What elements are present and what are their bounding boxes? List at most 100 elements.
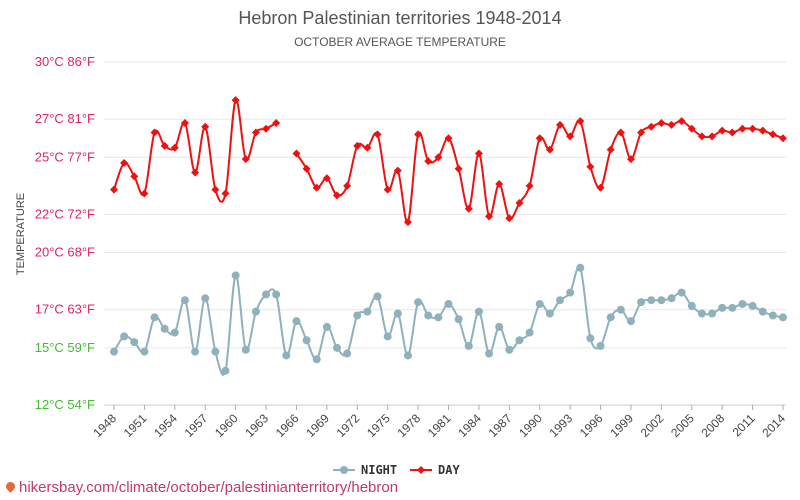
night-point[interactable] [221,366,230,375]
day-point[interactable] [110,185,118,194]
day-point[interactable] [333,191,341,200]
day-point[interactable] [383,185,392,194]
source-footer[interactable]: hikersbay.com/climate/october/palestinia… [4,479,398,496]
day-point[interactable] [708,132,717,141]
day-point[interactable] [718,126,727,135]
day-point[interactable] [647,122,656,131]
day-point[interactable] [687,124,696,133]
night-point[interactable] [231,271,240,280]
day-point[interactable] [170,143,179,152]
night-point[interactable] [312,355,321,364]
night-point[interactable] [626,317,635,326]
night-point[interactable] [576,263,585,272]
night-point[interactable] [403,351,412,360]
night-point[interactable] [687,301,696,310]
night-point[interactable] [728,303,737,312]
night-point[interactable] [170,328,179,337]
night-point[interactable] [758,307,767,316]
day-point[interactable] [535,134,544,143]
day-point[interactable] [606,145,615,154]
day-point[interactable] [241,155,250,164]
day-point[interactable] [637,128,646,137]
day-point[interactable] [150,128,159,137]
day-point[interactable] [414,130,423,139]
day-point[interactable] [292,149,301,158]
night-point[interactable] [201,294,210,303]
night-point[interactable] [464,341,473,350]
night-point[interactable] [454,315,463,324]
night-point[interactable] [140,347,149,356]
day-point[interactable] [221,189,230,198]
day-point[interactable] [201,122,210,131]
day-point[interactable] [758,126,767,135]
night-point[interactable] [393,309,402,318]
day-point[interactable] [180,118,189,127]
night-point[interactable] [748,301,757,310]
day-point[interactable] [353,141,362,150]
night-point[interactable] [191,347,200,356]
night-point[interactable] [262,290,271,299]
night-point[interactable] [768,311,777,320]
legend-item-night[interactable]: NIGHT [333,463,397,477]
night-point[interactable] [424,311,433,320]
day-point[interactable] [697,132,706,141]
day-point[interactable] [343,181,352,190]
day-point[interactable] [262,124,271,133]
night-point[interactable] [495,322,504,331]
night-point[interactable] [637,298,646,307]
night-point[interactable] [677,288,686,297]
night-point[interactable] [474,307,483,316]
night-point[interactable] [343,349,352,358]
day-point[interactable] [566,132,575,141]
day-point[interactable] [444,134,453,143]
day-point[interactable] [302,164,311,173]
day-point[interactable] [322,174,331,183]
day-point[interactable] [738,124,747,133]
day-point[interactable] [231,96,240,105]
night-point[interactable] [130,338,139,347]
night-point[interactable] [667,294,676,303]
night-point[interactable] [697,309,706,318]
day-point[interactable] [191,168,200,177]
night-point[interactable] [353,311,362,320]
day-point[interactable] [403,218,412,227]
night-point[interactable] [414,298,423,307]
night-point[interactable] [282,351,291,360]
day-point[interactable] [454,164,463,173]
day-point[interactable] [424,157,433,166]
night-point[interactable] [647,296,656,305]
day-point[interactable] [586,162,595,171]
night-point[interactable] [272,290,281,299]
day-point[interactable] [748,124,757,133]
night-point[interactable] [333,343,341,352]
day-point[interactable] [434,153,443,162]
night-point[interactable] [525,328,534,337]
day-point[interactable] [312,183,321,192]
night-point[interactable] [434,313,443,322]
day-point[interactable] [768,130,777,139]
night-point[interactable] [180,296,189,305]
day-point[interactable] [657,118,666,127]
night-point[interactable] [657,296,666,305]
night-point[interactable] [505,345,514,354]
day-point[interactable] [373,130,382,139]
day-point[interactable] [556,120,564,129]
day-point[interactable] [130,172,139,181]
night-point[interactable] [444,300,453,309]
night-point[interactable] [160,324,169,333]
night-point[interactable] [566,288,575,297]
day-point[interactable] [474,149,483,158]
day-point[interactable] [728,128,737,137]
night-point[interactable] [779,313,787,322]
night-point[interactable] [383,332,392,341]
night-point[interactable] [211,347,220,356]
night-point[interactable] [241,345,250,354]
day-point[interactable] [495,179,504,188]
day-point[interactable] [485,212,494,221]
night-point[interactable] [535,300,544,309]
day-point[interactable] [576,117,585,126]
day-point[interactable] [120,158,129,167]
night-point[interactable] [120,332,129,341]
day-point[interactable] [211,185,220,194]
legend[interactable]: NIGHT DAY [333,463,460,477]
